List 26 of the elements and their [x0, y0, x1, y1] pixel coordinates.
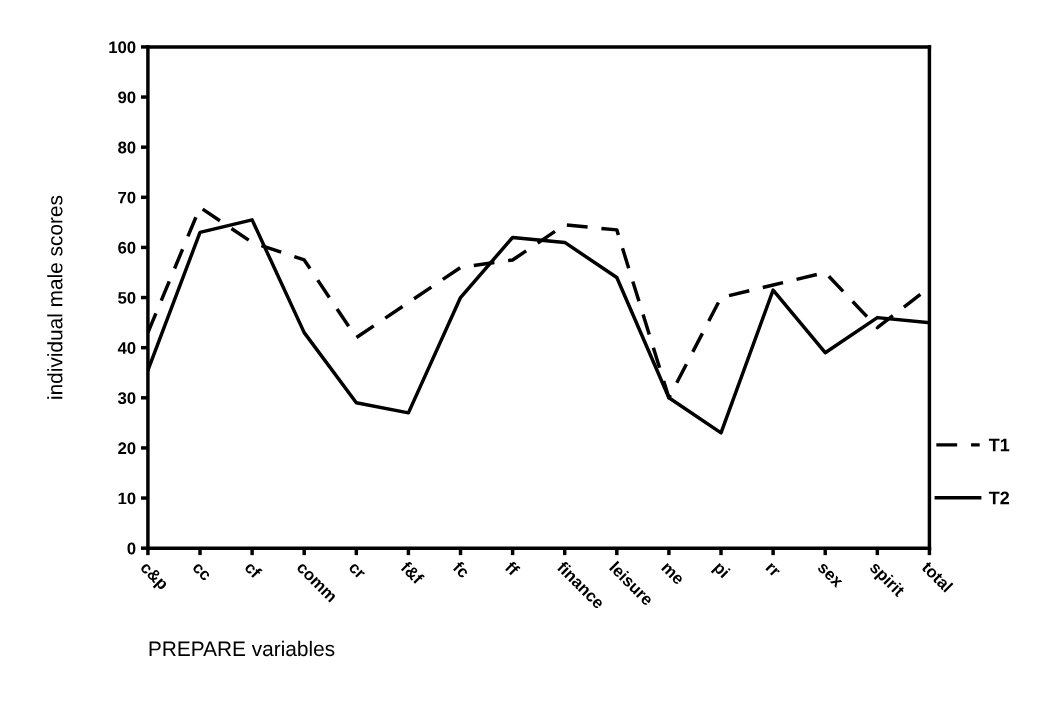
y-tick-label: 70	[118, 191, 136, 204]
y-tick-label: 90	[118, 91, 136, 104]
x-tick-label: fc	[452, 560, 471, 579]
x-axis-title: PREPARE variables	[149, 640, 335, 657]
y-tick-label: 100	[109, 41, 136, 54]
y-tick-label: 80	[118, 141, 136, 154]
x-tick-label: sex	[816, 562, 843, 589]
y-tick-label: 30	[117, 392, 136, 405]
x-tick-label: pi	[710, 560, 731, 581]
y-axis-title: individual male scores	[47, 195, 63, 399]
y-tick-label: 0	[127, 542, 136, 555]
legend-label: T2	[988, 491, 1010, 505]
y-tick-label: 40	[117, 342, 136, 354]
x-tick-label: c&p	[137, 560, 170, 593]
x-tick-label: rr	[765, 562, 780, 578]
x-tick-label: f&f	[399, 560, 425, 586]
x-tick-label: me	[661, 562, 684, 586]
x-tick-label: cf	[243, 560, 263, 580]
x-tick-label: cr	[348, 562, 366, 580]
y-tick-label: 50	[118, 291, 136, 304]
legend-label: T1	[988, 438, 1010, 452]
y-tick-label: 60	[118, 241, 136, 254]
x-tick-label: ff	[504, 560, 521, 577]
y-tick-label: 20	[118, 442, 136, 455]
y-tick-label: 10	[118, 492, 136, 505]
x-tick-label: cc	[191, 562, 211, 582]
